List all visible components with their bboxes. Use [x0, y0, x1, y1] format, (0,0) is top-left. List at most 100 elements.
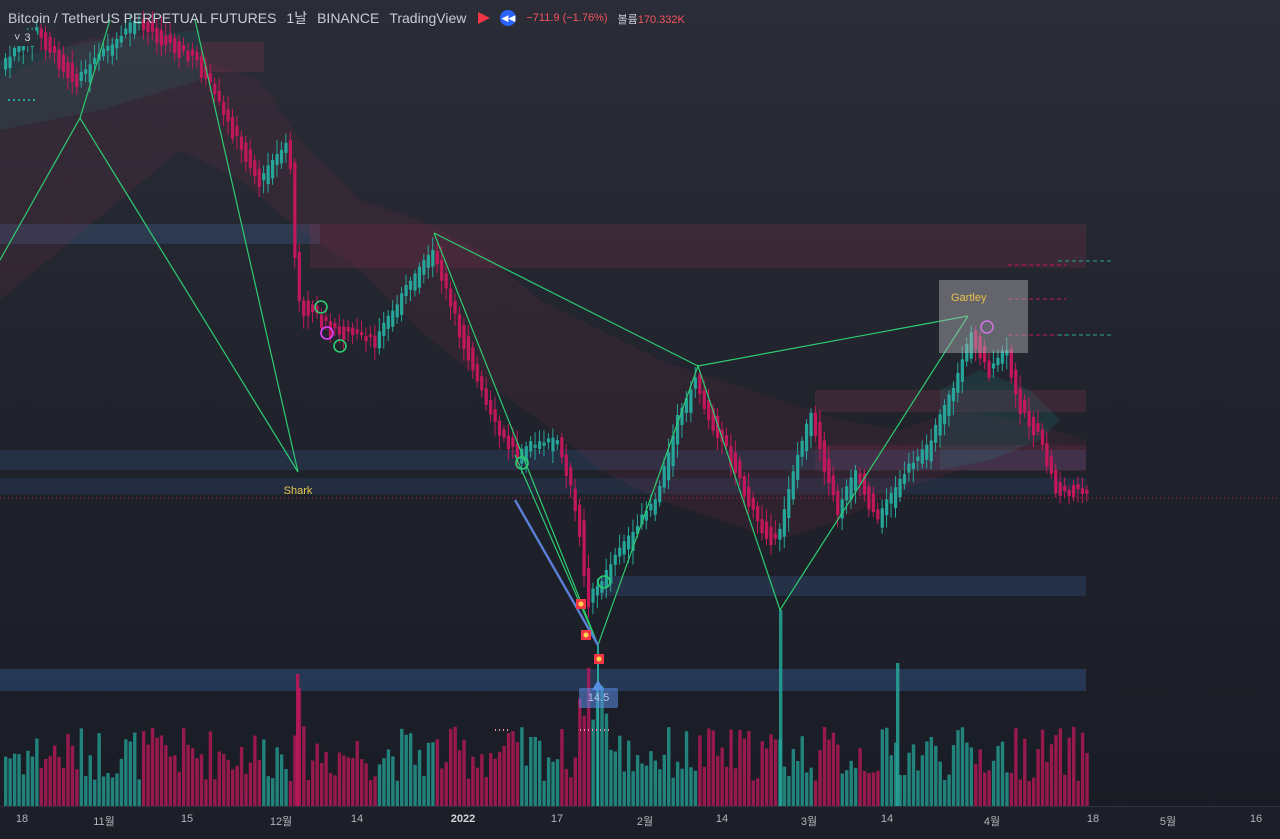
volume-bar: [101, 776, 106, 806]
arrow-up-icon: [592, 680, 604, 690]
volume-bar: [840, 773, 844, 806]
volume-bar: [533, 736, 537, 806]
pattern-layer: [0, 19, 969, 806]
candle-body: [653, 499, 657, 515]
volume-bar: [195, 758, 199, 806]
volume-bar: [604, 713, 609, 806]
candle-body: [502, 429, 506, 438]
volume-bar: [61, 767, 66, 806]
candle-body: [675, 415, 680, 445]
candle-body: [351, 327, 355, 336]
volume-bar: [511, 731, 515, 806]
candle-body: [858, 473, 862, 484]
candle-body: [773, 533, 778, 539]
candle-body: [204, 66, 208, 79]
candle-body: [551, 437, 555, 452]
volume-bar: [996, 745, 1000, 806]
candle-body: [164, 35, 168, 45]
volume-bar: [1063, 774, 1067, 806]
volume-bar: [453, 726, 457, 806]
candle-body: [48, 36, 52, 53]
rewind-icon[interactable]: ◀◀: [500, 10, 517, 26]
candle-body: [84, 69, 88, 74]
candle-body: [582, 520, 586, 577]
volume-bar: [1058, 728, 1063, 806]
candle-body: [431, 250, 435, 267]
x-tick-label: 18: [1086, 813, 1100, 825]
volume-bar: [26, 750, 30, 806]
volume-bar: [578, 698, 582, 806]
candle-body: [885, 499, 889, 516]
time-axis[interactable]: 18 11월 15 12월 14 2022 17 2월 14 3월 14 4월 18 5월 16: [0, 806, 1280, 839]
candle-body: [613, 554, 617, 565]
candle-body: [894, 487, 898, 508]
candle-body: [871, 493, 875, 512]
candle-body: [88, 64, 92, 83]
candle-body: [302, 300, 306, 317]
volume-bar: [618, 735, 622, 806]
candle-body: [524, 446, 528, 462]
volume-bar: [484, 777, 488, 806]
candle-body: [880, 508, 884, 528]
x-tick-label: 14: [715, 813, 729, 825]
candle-body: [604, 570, 608, 588]
x-tick-label: 5월: [1159, 816, 1177, 828]
candle-body: [288, 140, 292, 170]
volume-bar: [21, 774, 26, 806]
volume-bar: [262, 739, 266, 806]
volume-bar: [315, 743, 319, 806]
volume-bar: [925, 741, 929, 806]
candle-body: [426, 254, 430, 268]
volume-bar: [93, 779, 97, 806]
volume-bar: [613, 751, 618, 806]
volume-spike: [296, 674, 300, 806]
volume-bar: [960, 727, 965, 806]
volume-bar: [248, 762, 253, 806]
volume-bar: [199, 754, 204, 806]
volume-bar: [551, 761, 555, 806]
volume-bar: [182, 728, 186, 806]
candle-body: [831, 475, 835, 496]
interval-label[interactable]: 1날: [286, 10, 308, 26]
candle-body: [564, 454, 568, 476]
candle-body: [978, 335, 982, 359]
symbol-title[interactable]: Bitcoin / TetherUS PERPETUAL FUTURES: [8, 10, 277, 26]
candle-body: [889, 492, 893, 504]
x-tick-label: 14: [880, 813, 894, 825]
red-flag-icon[interactable]: [478, 12, 491, 24]
candle-body: [306, 300, 310, 316]
volume-bar: [342, 755, 346, 806]
shark-leg: [0, 19, 111, 261]
volume-bar: [128, 741, 132, 806]
candle-body: [333, 323, 337, 329]
volume-bar: [716, 755, 720, 806]
volume-bar: [1049, 744, 1054, 806]
indicator-collapse-button[interactable]: ˅ 3: [8, 30, 37, 46]
volume-bar: [627, 740, 631, 806]
candle-body: [1000, 350, 1004, 364]
volume-bar: [275, 747, 279, 806]
volume-bar: [760, 741, 764, 806]
volume-bar: [124, 739, 128, 806]
volume-bar: [827, 739, 831, 806]
candle-body: [110, 44, 114, 56]
candle-body: [974, 330, 978, 350]
candle-body: [640, 514, 644, 525]
candle-body: [253, 160, 257, 177]
volume-bar: [836, 744, 840, 806]
candle-body: [711, 408, 715, 431]
volume-bar: [671, 777, 675, 806]
volume-tag: 14.5: [579, 688, 618, 708]
zone-band: [0, 669, 1086, 691]
candle-body: [386, 315, 390, 329]
volume-bar: [889, 755, 893, 806]
candle-body: [75, 73, 79, 88]
volume-bar: [186, 744, 190, 806]
candle-body: [297, 252, 301, 302]
volume-bar: [115, 773, 119, 806]
price-chart[interactable]: [0, 0, 1280, 806]
candle-body: [1063, 485, 1067, 492]
volume-bar: [408, 733, 413, 806]
candle-body: [778, 528, 782, 540]
